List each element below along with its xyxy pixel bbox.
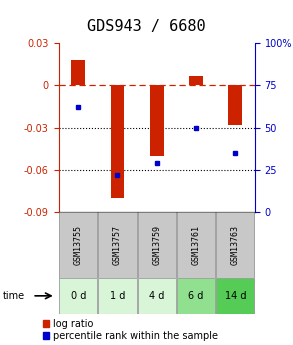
Bar: [138, 213, 176, 277]
Legend: log ratio, percentile rank within the sample: log ratio, percentile rank within the sa…: [42, 319, 218, 341]
Text: 4 d: 4 d: [149, 291, 164, 301]
Bar: [150, 85, 163, 156]
Text: 0 d: 0 d: [71, 291, 86, 301]
Bar: [71, 60, 85, 85]
Bar: [189, 76, 203, 85]
Bar: [229, 85, 242, 125]
Bar: [177, 213, 215, 277]
Text: 1 d: 1 d: [110, 291, 125, 301]
Bar: [216, 278, 254, 314]
Text: 14 d: 14 d: [224, 291, 246, 301]
Text: GSM13763: GSM13763: [231, 225, 240, 265]
Bar: [138, 278, 176, 314]
Text: time: time: [3, 291, 25, 301]
Text: GSM13755: GSM13755: [74, 225, 83, 265]
Text: GSM13757: GSM13757: [113, 225, 122, 265]
Text: 6 d: 6 d: [188, 291, 204, 301]
Bar: [216, 213, 254, 277]
Text: GSM13759: GSM13759: [152, 225, 161, 265]
Bar: [98, 278, 137, 314]
Text: GDS943 / 6680: GDS943 / 6680: [87, 19, 206, 34]
Text: GSM13761: GSM13761: [192, 225, 200, 265]
Bar: [59, 213, 97, 277]
Bar: [177, 278, 215, 314]
Bar: [59, 278, 97, 314]
Bar: [98, 213, 137, 277]
Bar: [111, 85, 124, 198]
